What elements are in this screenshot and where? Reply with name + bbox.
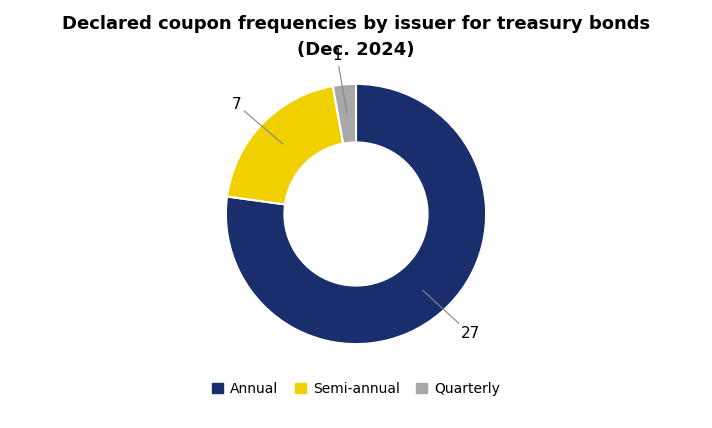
Wedge shape [333, 84, 356, 143]
Legend: Annual, Semi-annual, Quarterly: Annual, Semi-annual, Quarterly [211, 382, 501, 396]
Wedge shape [226, 84, 486, 344]
Text: 1: 1 [332, 48, 347, 113]
Text: (Dec. 2024): (Dec. 2024) [297, 41, 415, 59]
Wedge shape [227, 86, 343, 205]
Text: Declared coupon frequencies by issuer for treasury bonds: Declared coupon frequencies by issuer fo… [62, 15, 650, 33]
Text: 7: 7 [231, 97, 283, 144]
Text: 27: 27 [423, 291, 480, 341]
